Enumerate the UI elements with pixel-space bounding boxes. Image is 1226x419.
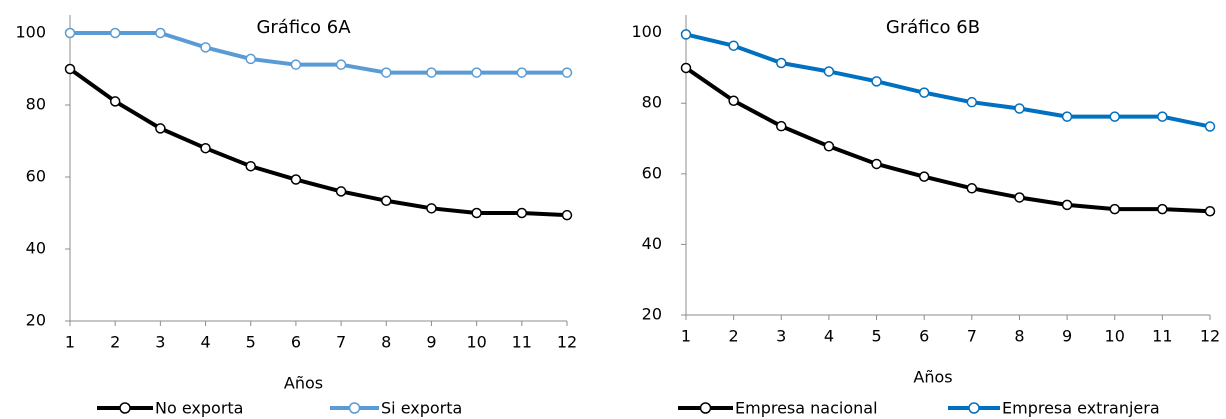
y-tick-label: 20: [642, 305, 662, 324]
chart-title: Gráfico 6A: [256, 17, 351, 38]
point: [871, 76, 882, 87]
legend-marker: [968, 402, 980, 414]
y-tick-label: 40: [642, 234, 662, 253]
point: [680, 62, 692, 74]
point: [918, 87, 930, 98]
point: [561, 209, 573, 221]
y-tick-label: 80: [642, 93, 662, 112]
x-tick-label: 3: [776, 327, 786, 346]
x-tick-label: 7: [336, 333, 346, 352]
y-tick-label: 60: [26, 167, 46, 186]
x-tick-label: 6: [291, 333, 301, 352]
x-tick-label: 1: [681, 327, 691, 346]
x-tick-label: 4: [824, 327, 834, 346]
x-tick-label: 8: [1014, 327, 1024, 346]
x-tick-label: 12: [1200, 327, 1220, 346]
point: [516, 207, 528, 219]
legend-marker: [348, 402, 361, 414]
point: [823, 66, 835, 77]
x-tick-label: 9: [1062, 327, 1072, 346]
point: [471, 207, 482, 219]
point: [1061, 111, 1073, 122]
point: [155, 123, 166, 134]
point: [109, 27, 121, 39]
y-tick-label: 40: [26, 239, 46, 258]
x-tick-label: 8: [381, 333, 391, 352]
point: [871, 158, 882, 170]
x-tick-label: 4: [200, 333, 210, 352]
point: [64, 63, 76, 75]
point: [335, 186, 347, 197]
y-tick-label: 60: [642, 163, 662, 182]
point: [245, 53, 256, 65]
point: [823, 141, 835, 152]
x-tick-label: 11: [512, 333, 532, 352]
point: [290, 174, 302, 185]
point: [1204, 121, 1216, 132]
y-tick-label: 100: [631, 22, 662, 41]
series-line: [68, 67, 568, 218]
point: [728, 40, 739, 51]
x-tick-label: 2: [110, 333, 120, 352]
point: [1014, 192, 1025, 203]
point: [290, 59, 302, 70]
point: [1061, 199, 1073, 211]
point: [1109, 111, 1120, 122]
point: [200, 142, 211, 154]
series-line: [684, 66, 1211, 214]
point: [335, 59, 347, 70]
point: [918, 171, 930, 182]
point: [109, 96, 121, 107]
x-tick-label: 10: [466, 333, 486, 352]
y-tick-label: 100: [15, 23, 46, 42]
point: [381, 67, 392, 78]
point: [426, 67, 437, 78]
y-tick-label: 20: [26, 311, 46, 330]
legend-marker: [699, 402, 712, 414]
point: [680, 29, 692, 40]
point: [155, 27, 166, 39]
legend-label: Empresa extranjera: [1002, 399, 1160, 418]
x-tick-label: 6: [919, 327, 929, 346]
y-tick-label: 80: [26, 95, 46, 114]
point: [561, 67, 573, 78]
point: [245, 160, 256, 172]
point: [64, 27, 76, 39]
point: [1204, 205, 1216, 217]
point: [728, 95, 739, 107]
point: [1157, 111, 1168, 122]
point: [1157, 203, 1168, 215]
point: [426, 203, 437, 214]
point: [1109, 203, 1120, 215]
x-tick-label: 10: [1105, 327, 1125, 346]
point: [516, 67, 528, 78]
point: [966, 96, 978, 108]
legend-label: No exporta: [155, 399, 243, 418]
series-line: [685, 32, 1211, 129]
point: [471, 67, 482, 78]
x-tick-label: 3: [155, 333, 165, 352]
x-tick-label: 7: [967, 327, 977, 346]
point: [200, 42, 211, 53]
x-tick-label: 11: [1152, 327, 1172, 346]
point: [966, 183, 978, 194]
x-axis-title: Años: [284, 374, 323, 393]
point: [1014, 103, 1025, 114]
x-axis-title: Años: [913, 368, 952, 387]
x-tick-label: 5: [871, 327, 881, 346]
legend-marker: [119, 402, 131, 414]
point: [776, 57, 787, 69]
x-tick-label: 1: [65, 333, 75, 352]
chart-title: Gráfico 6B: [886, 17, 980, 38]
x-tick-label: 12: [557, 333, 577, 352]
legend-label: Empresa nacional: [735, 399, 878, 418]
x-tick-label: 5: [246, 333, 256, 352]
series-line: [70, 31, 567, 75]
point: [776, 120, 787, 132]
point: [381, 195, 392, 207]
x-tick-label: 2: [729, 327, 739, 346]
legend-label: Si exporta: [381, 399, 462, 418]
x-tick-label: 9: [426, 333, 436, 352]
